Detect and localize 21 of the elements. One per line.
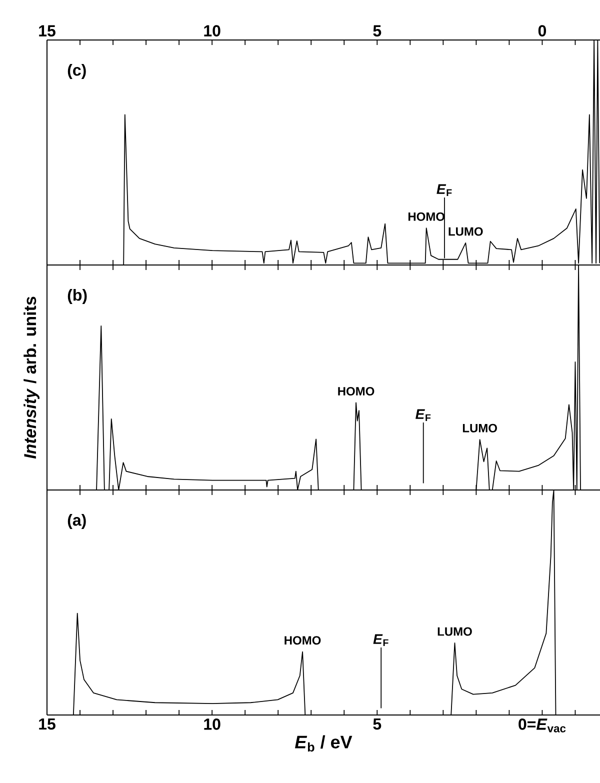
annotation: HOMO <box>338 387 374 396</box>
x-tick-label: 0 <box>538 25 546 36</box>
annotation: LUMO <box>462 424 497 432</box>
y-axis-title: Intensity / arb. units <box>23 296 40 459</box>
ref-line-label: E$_{F}$ <box>373 634 388 646</box>
x-axis-title: E$_{b}$ / eV <box>294 735 352 752</box>
x-tick-label: 0=E$_{vac}$ <box>518 718 566 732</box>
annotation: (b) <box>68 289 86 304</box>
annotation: HOMO <box>284 636 320 645</box>
x-tick-label: 5 <box>372 718 381 730</box>
annotation: LUMO <box>448 227 483 236</box>
x-tick-label: 5 <box>372 25 381 36</box>
annotation: (c) <box>68 64 86 79</box>
x-tick-label: 15 <box>38 718 56 730</box>
x-tick-label: 10 <box>204 25 220 36</box>
x-tick-label: 15 <box>38 25 56 36</box>
x-tick-label: 10 <box>204 718 220 730</box>
ref-line-label: E$_{F}$ <box>415 409 430 422</box>
ref-line-label: E$_{F}$ <box>436 184 452 196</box>
annotation: (a) <box>68 514 86 529</box>
annotation: LUMO <box>438 627 472 636</box>
